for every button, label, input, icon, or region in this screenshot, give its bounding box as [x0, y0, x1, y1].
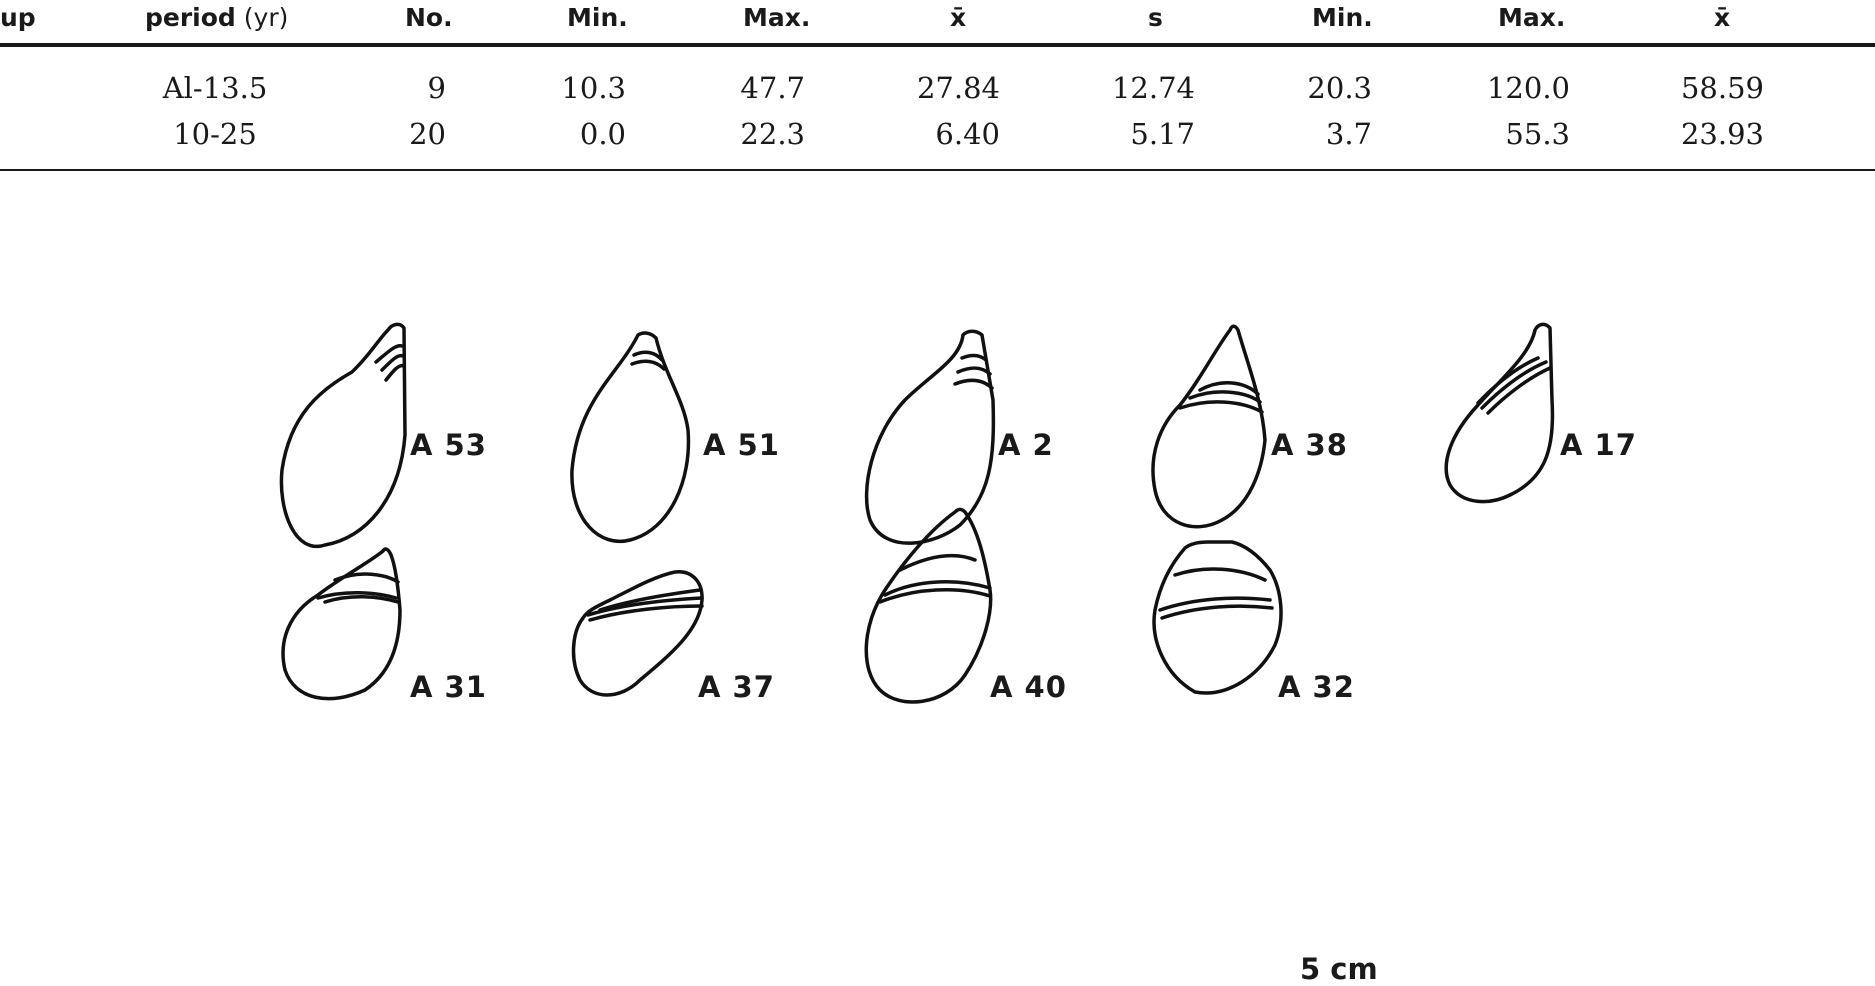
- shell-label-a40: A 40: [990, 670, 1067, 704]
- cell-min-2: 20.3: [1307, 71, 1372, 105]
- shell-label-a53: A 53: [410, 428, 487, 462]
- table-bottom-rule: [0, 169, 1875, 171]
- shell-figure: A 53 A 51 A 2 A 38 A 17 A 31 A 37 A 40 A…: [0, 280, 1875, 986]
- shell-outline-a32: [1152, 540, 1283, 695]
- header-max-2: Max.: [1498, 3, 1566, 32]
- cell-min-1: 0.0: [579, 117, 626, 151]
- shell-outline-a17: [1444, 322, 1555, 504]
- shell-outline-a53: [279, 322, 407, 549]
- cell-mean-2: 23.93: [1680, 117, 1764, 151]
- scale-bar-label: 5 cm: [1300, 952, 1378, 986]
- header-mean-1: x̄: [950, 3, 967, 32]
- cell-min-1: 10.3: [561, 71, 626, 105]
- cell-sd: 5.17: [1130, 117, 1195, 151]
- shell-label-a32: A 32: [1278, 670, 1355, 704]
- cell-mean-2: 58.59: [1680, 71, 1764, 105]
- header-no: No.: [405, 3, 453, 32]
- cell-max-2: 55.3: [1505, 117, 1570, 151]
- shell-outline-a38: [1151, 324, 1267, 529]
- shell-outline-a40: [864, 507, 993, 704]
- shell-label-a2: A 2: [998, 428, 1054, 462]
- cell-max-2: 120.0: [1486, 71, 1570, 105]
- header-sd: s: [1148, 3, 1163, 32]
- shell-label-a37: A 37: [698, 670, 775, 704]
- shell-label-a51: A 51: [703, 428, 780, 462]
- shell-outline-a31: [281, 547, 402, 701]
- shell-label-a17: A 17: [1560, 428, 1637, 462]
- cell-no: 20: [409, 117, 446, 151]
- shell-outline-a51: [570, 331, 691, 544]
- cell-min-2: 3.7: [1325, 117, 1372, 151]
- table-top-rule: [0, 43, 1875, 47]
- cell-sd: 12.74: [1111, 71, 1195, 105]
- shell-label-a38: A 38: [1271, 428, 1348, 462]
- shell-outline-a37: [571, 570, 704, 697]
- cell-no: 9: [427, 71, 446, 105]
- shell-outline-a2: [864, 329, 996, 545]
- header-min-2: Min.: [1312, 3, 1373, 32]
- data-table: up period (yr) No. Min. Max. x̄ s Min. M…: [0, 0, 1875, 172]
- header-max-1: Max.: [743, 3, 811, 32]
- cell-mean-1: 6.40: [935, 117, 1000, 151]
- header-mean-2: x̄: [1714, 3, 1731, 32]
- shell-drawings: [279, 322, 1555, 704]
- cell-period: 10-25: [173, 117, 257, 151]
- shell-label-a31: A 31: [410, 670, 487, 704]
- cell-mean-1: 27.84: [916, 71, 1000, 105]
- cell-max-1: 22.3: [740, 117, 805, 151]
- cell-max-1: 47.7: [740, 71, 805, 105]
- header-period: period (yr): [145, 3, 289, 32]
- header-group: up: [0, 3, 36, 32]
- cell-period: Al-13.5: [162, 71, 268, 105]
- header-min-1: Min.: [567, 3, 628, 32]
